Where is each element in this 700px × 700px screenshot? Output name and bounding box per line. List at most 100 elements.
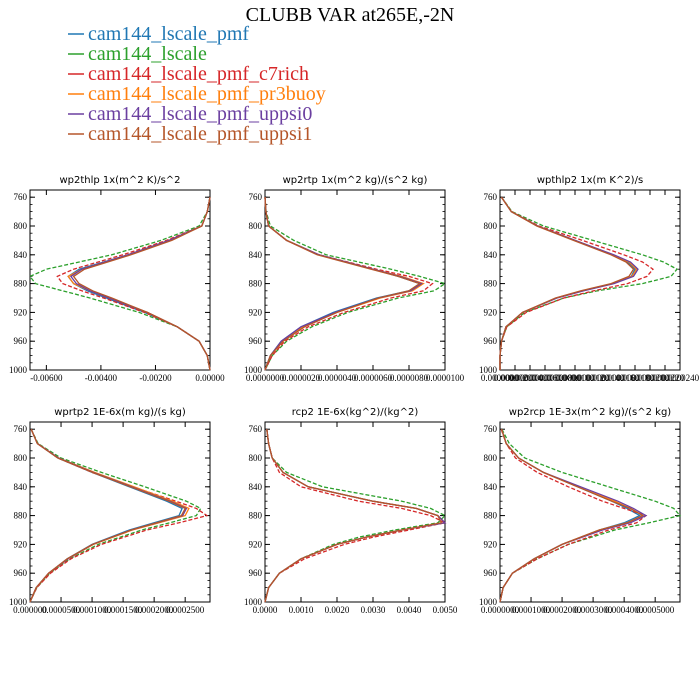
x-tick-label: 0.0000	[253, 605, 278, 615]
plot-frame	[264, 189, 446, 371]
y-tick-label: 920	[249, 539, 263, 549]
plot-frame	[264, 421, 446, 603]
y-tick-label: 800	[14, 221, 28, 231]
x-tick-label: 0.0000020	[282, 373, 321, 383]
x-tick-label: 0.0000220	[646, 373, 685, 383]
legend-label: cam144_lscale_pmf_uppsi1	[88, 123, 312, 145]
x-tick-label: 0.0030	[361, 605, 386, 615]
panel-title: wprtp2 1E-6x(m kg)/(s kg)	[54, 407, 186, 418]
panel-6: wp2rcp 1E-3x(m^2 kg)/(s^2 kg) 760 800 840 88…	[479, 407, 682, 615]
y-tick-label: 1000	[244, 597, 263, 607]
y-tick-label: 760	[14, 424, 28, 434]
x-tick-label: 0.0000120	[571, 373, 610, 383]
y-tick-label: 960	[484, 336, 498, 346]
series-line-cam144_lscale_pmf_uppsi1	[29, 428, 187, 603]
legend-entry: cam144_lscale	[68, 43, 207, 65]
y-tick-label: 920	[249, 307, 263, 317]
y-tick-label: 840	[249, 482, 263, 492]
y-tick-label: 880	[484, 279, 498, 289]
series-line-cam144_lscale	[264, 197, 447, 371]
y-tick-label: 840	[14, 250, 28, 260]
x-tick-label: 0.0000160	[601, 373, 640, 383]
x-tick-label: 0.0050	[433, 605, 458, 615]
series-line-cam144_lscale_pmf_uppsi1	[264, 429, 443, 603]
y-tick-label: 1000	[9, 597, 28, 607]
panel-title: wp2rtp 1x(m^2 kg)/(s^2 kg)	[283, 175, 428, 186]
series-line-cam144_lscale	[28, 197, 211, 371]
legend: cam144_lscale_pmfcam144_lscalecam144_lsc…	[68, 23, 326, 145]
x-tick-label: 0.0000200	[631, 373, 670, 383]
y-tick-label: 1000	[244, 365, 263, 375]
legend-label: cam144_lscale_pmf_uppsi0	[88, 103, 312, 125]
x-tick-label: 0.0000240	[661, 373, 700, 383]
series-line-cam144_lscale_pmf_uppsi1	[264, 197, 422, 371]
y-tick-label: 760	[484, 424, 498, 434]
x-tick-label: -0.00200	[139, 373, 172, 383]
x-tick-label: 0.0000000	[246, 373, 285, 383]
legend-label: cam144_lscale_pmf_c7rich	[88, 63, 309, 85]
panel-title: wp2thlp 1x(m^2 K)/s^2	[59, 175, 180, 186]
y-tick-label: 760	[484, 192, 498, 202]
plot-frame	[29, 421, 211, 603]
y-tick-label: 920	[14, 539, 28, 549]
plot-frame	[29, 189, 211, 371]
x-tick-label: 0.0001500	[104, 605, 143, 615]
series-line-cam144_lscale_pmf_uppsi1	[499, 196, 635, 370]
panel-5: rcp2 1E-6x(kg^2)/(kg^2) 760 800 840 880 920 96…	[244, 407, 458, 615]
plot-frame	[499, 421, 681, 603]
y-tick-label: 920	[484, 539, 498, 549]
legend-entry: cam144_lscale_pmf_uppsi1	[68, 123, 312, 145]
x-tick-label: 0.0001000	[512, 605, 551, 615]
x-tick-label: 0.000000	[13, 605, 47, 615]
y-tick-label: 960	[484, 568, 498, 578]
legend-entry: cam144_lscale_pmf_pr3buoy	[68, 83, 326, 105]
x-tick-label: 0.00000600	[524, 373, 567, 383]
y-tick-label: 800	[14, 453, 28, 463]
panel-3: wpthlp2 1x(m K^2)/s 760 800 840 880 920 960 100…	[479, 175, 700, 383]
panel-2: wp2rtp 1x(m^2 kg)/(s^2 kg) 760 800 840 880 92…	[244, 175, 465, 383]
x-tick-label: 0.0000180	[616, 373, 655, 383]
y-tick-label: 760	[249, 424, 263, 434]
legend-label: cam144_lscale	[88, 43, 207, 65]
x-tick-label: 0.0002500	[166, 605, 205, 615]
y-tick-label: 960	[249, 568, 263, 578]
panel-4: wprtp2 1E-6x(m kg)/(s kg) 760 800 840 880 920…	[9, 407, 211, 615]
y-tick-label: 800	[249, 221, 263, 231]
x-tick-label: 0.0040	[397, 605, 422, 615]
panel-title: rcp2 1E-6x(kg^2)/(kg^2)	[292, 407, 419, 418]
x-tick-label: 0.0000100	[556, 373, 595, 383]
y-tick-label: 880	[249, 511, 263, 521]
x-tick-label: 0.00000800	[539, 373, 582, 383]
x-tick-label: 0.0000140	[586, 373, 625, 383]
x-tick-label: 0.0000000	[481, 605, 520, 615]
y-tick-label: 960	[14, 568, 28, 578]
x-tick-label: 0.0003000	[574, 605, 613, 615]
x-tick-label: 0.0000080	[390, 373, 429, 383]
x-tick-label: 0.0001000	[73, 605, 112, 615]
y-tick-label: 960	[249, 336, 263, 346]
y-tick-label: 880	[484, 511, 498, 521]
y-tick-label: 880	[14, 279, 28, 289]
series-line-cam144_lscale_pmf_uppsi1	[499, 429, 645, 603]
y-tick-label: 840	[484, 482, 498, 492]
y-tick-label: 760	[14, 192, 28, 202]
y-tick-label: 880	[249, 279, 263, 289]
x-tick-label: 0.0002000	[135, 605, 174, 615]
x-tick-label: 0.00000400	[509, 373, 552, 383]
panel-title: wp2rcp 1E-3x(m^2 kg)/(s^2 kg)	[509, 407, 672, 418]
x-tick-label: 0.0000040	[318, 373, 357, 383]
series-line-cam144_lscale_pmf_c7rich	[264, 429, 447, 603]
legend-entry: cam144_lscale_pmf_uppsi0	[68, 103, 312, 125]
x-tick-label: 0.0000000	[481, 373, 520, 383]
y-tick-label: 1000	[479, 365, 498, 375]
y-tick-label: 920	[484, 307, 498, 317]
y-tick-label: 800	[484, 221, 498, 231]
legend-label: cam144_lscale_pmf_pr3buoy	[88, 83, 326, 105]
legend-entry: cam144_lscale_pmf_c7rich	[68, 63, 309, 85]
y-tick-label: 840	[14, 482, 28, 492]
x-tick-label: 0.0005000	[636, 605, 675, 615]
x-tick-label: 0.0000060	[354, 373, 393, 383]
y-tick-label: 800	[484, 453, 498, 463]
x-tick-label: 0.00000	[195, 373, 225, 383]
